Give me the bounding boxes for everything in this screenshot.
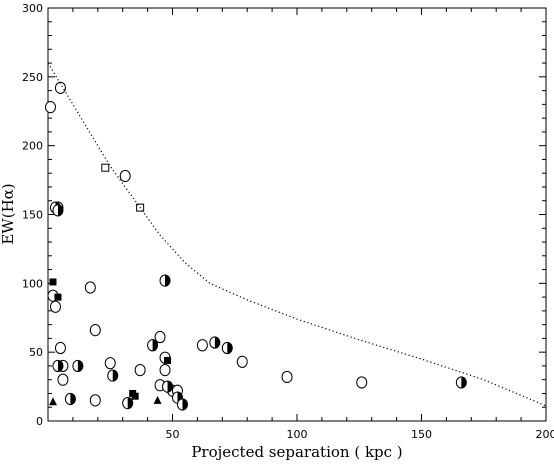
half-filled-circle-point xyxy=(122,397,134,410)
half-filled-circle-point xyxy=(107,369,119,382)
filled-square-point xyxy=(54,293,62,301)
tick-labels: 50 100 150 200 0 50 100 150 200 250 300 xyxy=(22,2,554,441)
open-circle-point xyxy=(89,394,101,407)
open-circle-point xyxy=(119,169,131,183)
half-filled-circle-point xyxy=(147,339,159,352)
open-circle-point xyxy=(236,355,248,368)
half-filled-circle-point xyxy=(209,336,221,349)
open-circle-point xyxy=(54,81,66,94)
upper-envelope-curve xyxy=(47,62,547,407)
half-filled-circle-point xyxy=(52,359,64,373)
half-filled-circle-point xyxy=(455,376,467,389)
filled-triangle-point xyxy=(153,395,162,404)
half-filled-circle-point xyxy=(52,204,64,217)
x-tick-label: 100 xyxy=(287,428,308,441)
filled-square-point xyxy=(164,356,172,364)
filled-square-point xyxy=(131,392,139,400)
axis-ticks xyxy=(47,7,547,422)
y-tick-label: 50 xyxy=(29,346,43,359)
open-circle-point xyxy=(54,341,66,355)
y-tick-label: 0 xyxy=(36,415,43,428)
half-filled-circle-point xyxy=(162,380,174,393)
data-marks xyxy=(44,62,547,411)
open-circle-point xyxy=(49,300,61,313)
x-tick-label: 200 xyxy=(536,428,554,441)
open-circle-point xyxy=(281,370,293,384)
open-circle-point xyxy=(154,330,166,344)
open-circle-point xyxy=(89,324,101,337)
open-circle-point xyxy=(159,363,171,377)
half-filled-circle-point xyxy=(221,341,233,355)
x-tick-label: 50 xyxy=(166,428,180,441)
open-circle-point xyxy=(134,363,146,377)
y-tick-label: 200 xyxy=(22,140,43,153)
half-filled-circle-point xyxy=(159,274,171,287)
y-tick-label: 100 xyxy=(22,277,43,290)
plot-frame xyxy=(47,7,547,422)
filled-square-point xyxy=(49,278,57,286)
filled-triangle-point xyxy=(48,397,57,406)
half-filled-circle-point xyxy=(72,359,84,373)
y-axis-title: EW(Hα) xyxy=(0,183,17,244)
open-circle-point xyxy=(196,339,208,352)
open-circle-point xyxy=(84,281,96,294)
open-square-point xyxy=(101,163,110,172)
open-circle-point xyxy=(57,373,69,386)
y-tick-label: 250 xyxy=(22,71,43,84)
open-circle-point xyxy=(44,101,56,114)
x-axis-title: Projected separation ( kpc ) xyxy=(191,443,402,461)
half-filled-circle-point xyxy=(176,398,188,411)
half-filled-circle-point xyxy=(64,392,76,406)
y-tick-label: 150 xyxy=(22,209,43,222)
open-circle-point xyxy=(356,376,368,389)
x-tick-label: 150 xyxy=(411,428,432,441)
y-tick-label: 300 xyxy=(22,2,43,15)
open-circle-point xyxy=(104,357,116,370)
